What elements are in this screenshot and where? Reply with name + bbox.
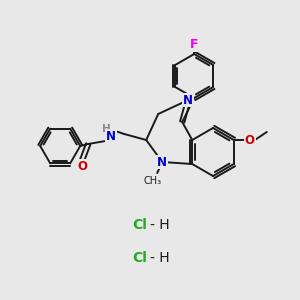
Text: F: F	[190, 38, 199, 50]
Text: H: H	[102, 124, 111, 134]
Text: O: O	[77, 160, 87, 172]
Text: - H: - H	[150, 251, 170, 265]
Text: N: N	[106, 130, 116, 142]
Text: Cl: Cl	[133, 218, 147, 232]
Text: N: N	[157, 155, 167, 169]
Text: O: O	[245, 134, 255, 146]
Text: - H: - H	[150, 218, 170, 232]
Text: N: N	[183, 94, 193, 106]
Text: CH₃: CH₃	[143, 176, 161, 186]
Text: Cl: Cl	[133, 251, 147, 265]
